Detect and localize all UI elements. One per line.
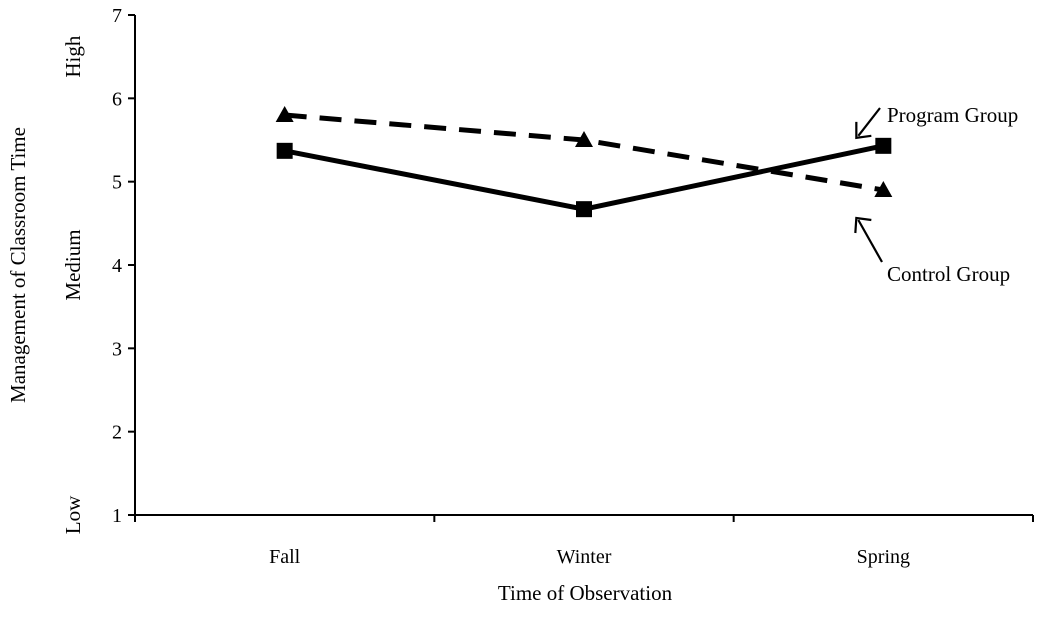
data-point: [276, 142, 293, 159]
program-group-arrowhead: [855, 121, 872, 140]
data-point: [575, 131, 593, 147]
series-callouts: Program Group Control Group: [854, 103, 1018, 286]
data-point: [576, 201, 592, 218]
x-axis-title: Time of Observation: [498, 581, 673, 605]
y-axis-title: Management of Classroom Time: [6, 127, 30, 403]
x-tick-label: Spring: [857, 546, 910, 568]
y-tick-label: 6: [112, 88, 122, 110]
program-group-arrow: [857, 107, 881, 137]
series-line: [284, 143, 884, 212]
data-point: [275, 106, 294, 122]
y-band-label: High: [61, 35, 85, 78]
control-group-label: Control Group: [887, 262, 1010, 286]
y-ticks: 1 2 3 4 5 6 7: [112, 5, 135, 527]
y-tick-label: 2: [112, 422, 122, 444]
program-group-label: Program Group: [887, 103, 1018, 127]
y-band-labels: Low Medium High: [61, 35, 85, 534]
y-band-label: Medium: [61, 229, 85, 300]
control-group-arrowhead: [854, 216, 872, 234]
series-program-group: [276, 137, 892, 218]
x-tick-label: Winter: [557, 546, 612, 568]
y-band-label: Low: [61, 495, 85, 534]
y-tick-label: 3: [112, 338, 122, 360]
x-tick-label: Fall: [269, 546, 301, 568]
y-tick-label: 7: [112, 5, 122, 27]
y-tick-label: 1: [112, 505, 122, 527]
y-tick-label: 4: [112, 255, 122, 277]
x-ticks: Fall Winter Spring: [134, 515, 1034, 568]
control-group-arrow: [857, 219, 883, 263]
data-point: [875, 137, 892, 154]
data-point: [874, 181, 893, 197]
series: [275, 106, 893, 218]
series-control-group: [275, 106, 893, 197]
y-tick-label: 5: [112, 172, 122, 194]
series-line: [284, 112, 884, 193]
